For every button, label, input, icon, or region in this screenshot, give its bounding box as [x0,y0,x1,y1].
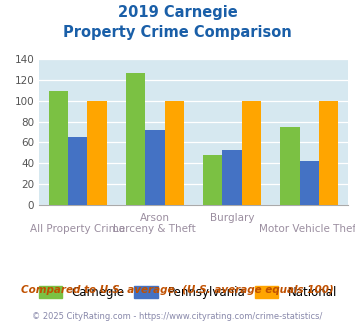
Text: Motor Vehicle Theft: Motor Vehicle Theft [259,224,355,234]
Bar [145,130,164,205]
Text: All Property Crime: All Property Crime [30,224,125,234]
Bar [242,101,261,205]
Text: Property Crime Comparison: Property Crime Comparison [63,25,292,40]
Bar [126,73,145,205]
Text: Compared to U.S. average. (U.S. average equals 100): Compared to U.S. average. (U.S. average … [21,285,334,295]
Bar [203,155,223,205]
Bar [164,101,184,205]
Bar [300,161,319,205]
Text: © 2025 CityRating.com - https://www.cityrating.com/crime-statistics/: © 2025 CityRating.com - https://www.city… [32,312,323,321]
Text: Burglary: Burglary [210,213,254,223]
Bar [87,101,106,205]
Text: Arson: Arson [140,213,170,223]
Bar [280,127,300,205]
Text: 2019 Carnegie: 2019 Carnegie [118,5,237,20]
Bar [68,137,87,205]
Legend: Carnegie, Pennsylvania, National: Carnegie, Pennsylvania, National [39,286,337,299]
Text: Larceny & Theft: Larceny & Theft [114,224,196,234]
Bar [319,101,338,205]
Bar [223,149,242,205]
Bar [49,90,68,205]
